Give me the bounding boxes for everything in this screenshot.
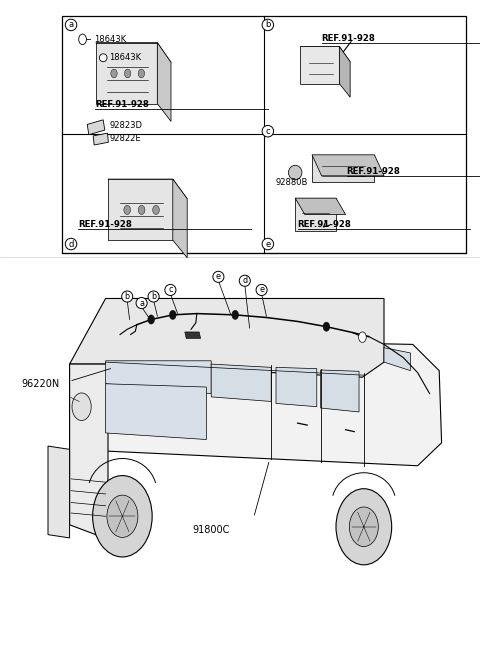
Text: a: a [69, 20, 73, 30]
Polygon shape [48, 446, 70, 538]
Text: 92822E: 92822E [109, 134, 141, 143]
Text: b: b [265, 20, 271, 30]
Text: b: b [125, 292, 130, 301]
Polygon shape [106, 384, 206, 440]
Polygon shape [70, 298, 384, 377]
Text: REF.91-928: REF.91-928 [322, 33, 375, 43]
Polygon shape [312, 155, 384, 176]
Circle shape [93, 476, 152, 557]
Circle shape [79, 34, 86, 45]
Polygon shape [300, 47, 339, 83]
Text: REF.91-928: REF.91-928 [298, 220, 351, 229]
Text: REF.91-928: REF.91-928 [347, 167, 400, 176]
Polygon shape [106, 361, 211, 394]
Bar [62, 16, 466, 253]
Circle shape [169, 310, 176, 319]
Ellipse shape [288, 165, 302, 180]
Text: e: e [216, 272, 221, 281]
Polygon shape [295, 198, 346, 215]
Text: a: a [139, 298, 144, 308]
Circle shape [124, 69, 131, 78]
Circle shape [124, 205, 131, 215]
Text: REF.91-928: REF.91-928 [78, 220, 132, 229]
Circle shape [349, 507, 378, 546]
Polygon shape [173, 179, 187, 258]
Polygon shape [276, 367, 317, 407]
Ellipse shape [99, 54, 107, 62]
Polygon shape [93, 133, 108, 145]
Text: e: e [265, 239, 270, 249]
Polygon shape [295, 198, 336, 231]
Polygon shape [185, 332, 201, 338]
Circle shape [138, 69, 144, 78]
Polygon shape [321, 370, 359, 412]
Text: 18643K: 18643K [109, 53, 142, 62]
Circle shape [138, 205, 145, 215]
Circle shape [336, 489, 392, 565]
Circle shape [153, 205, 159, 215]
Circle shape [107, 495, 138, 537]
Text: 91800C: 91800C [192, 525, 229, 535]
Polygon shape [70, 341, 442, 466]
Text: 18643K: 18643K [94, 35, 126, 44]
Text: REF.91-928: REF.91-928 [95, 100, 149, 109]
Polygon shape [70, 364, 108, 539]
Polygon shape [211, 364, 271, 401]
Circle shape [232, 310, 239, 319]
Polygon shape [96, 43, 157, 104]
Text: 92880B: 92880B [276, 178, 308, 187]
Circle shape [359, 332, 366, 342]
Circle shape [323, 322, 330, 331]
Ellipse shape [72, 393, 91, 420]
Polygon shape [157, 43, 171, 121]
Circle shape [148, 315, 155, 324]
Text: 96220N: 96220N [22, 379, 60, 389]
Polygon shape [87, 120, 105, 134]
Polygon shape [312, 155, 374, 182]
Polygon shape [384, 348, 410, 371]
Text: 92823D: 92823D [109, 121, 143, 131]
Text: d: d [242, 276, 247, 285]
Polygon shape [108, 179, 187, 199]
Polygon shape [300, 47, 350, 62]
Text: b: b [151, 292, 156, 301]
Circle shape [111, 69, 117, 78]
Polygon shape [339, 47, 350, 97]
Text: c: c [265, 127, 270, 136]
Text: d: d [68, 239, 74, 249]
Polygon shape [108, 179, 173, 240]
Text: e: e [259, 285, 264, 295]
Polygon shape [96, 43, 171, 62]
Text: c: c [168, 285, 173, 295]
